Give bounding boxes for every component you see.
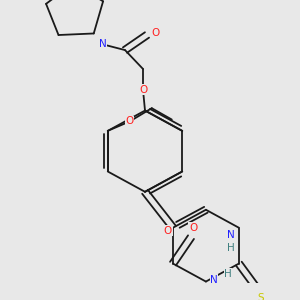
Text: N: N bbox=[227, 230, 235, 240]
Text: H: H bbox=[224, 269, 232, 279]
Text: O: O bbox=[126, 116, 134, 126]
Text: O: O bbox=[151, 28, 159, 38]
Text: N: N bbox=[210, 275, 218, 285]
Text: S: S bbox=[257, 292, 264, 300]
Text: N: N bbox=[99, 39, 107, 50]
Text: O: O bbox=[164, 226, 172, 236]
Text: O: O bbox=[139, 85, 147, 95]
Text: H: H bbox=[227, 244, 235, 254]
Text: O: O bbox=[189, 223, 197, 233]
